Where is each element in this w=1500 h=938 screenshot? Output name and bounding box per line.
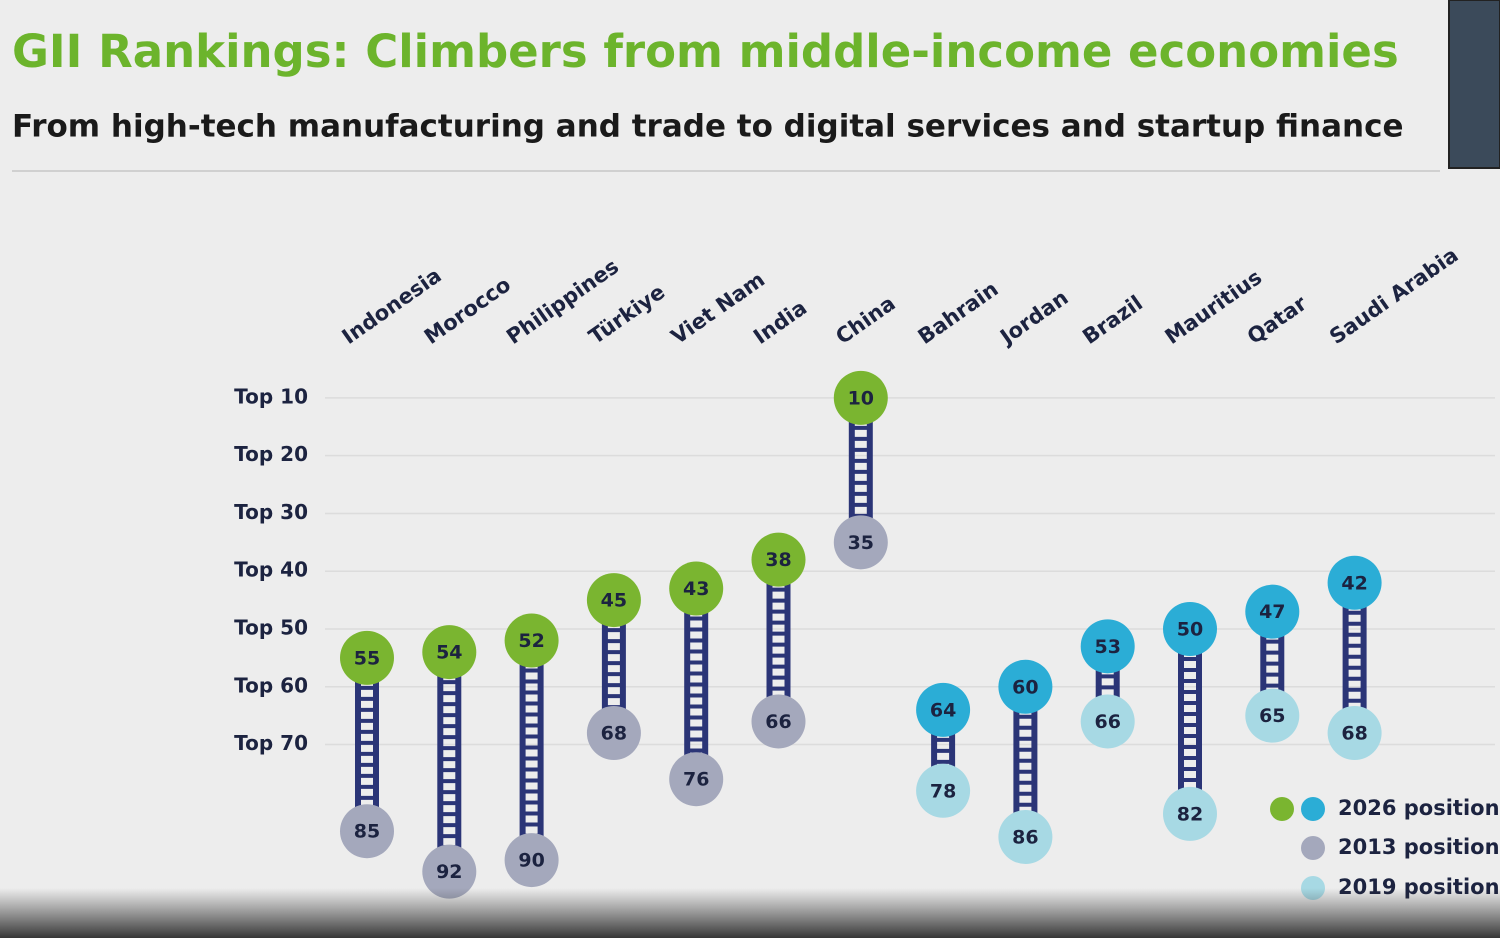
value-label: 66 <box>765 711 791 733</box>
value-label: 52 <box>518 630 544 652</box>
position-dot <box>1245 688 1300 743</box>
value-label: 78 <box>930 780 956 802</box>
value-label: 92 <box>436 861 462 883</box>
value-label: 47 <box>1259 601 1285 623</box>
y-tick-label: Top 50 <box>234 616 308 640</box>
y-tick-label: Top 20 <box>234 442 308 466</box>
y-tick-label: Top 40 <box>234 558 308 582</box>
position-dot <box>669 752 724 807</box>
value-label: 54 <box>436 642 462 664</box>
position-dot <box>586 573 641 628</box>
value-label: 45 <box>601 590 627 612</box>
value-label: 82 <box>1177 803 1203 825</box>
y-tick-label: Top 70 <box>234 731 308 755</box>
value-label: 53 <box>1094 636 1120 658</box>
position-dot <box>998 810 1053 864</box>
position-dot <box>586 706 641 760</box>
position-dot <box>340 630 394 685</box>
position-dot <box>1080 619 1135 674</box>
position-dot <box>1163 786 1217 841</box>
position-dot <box>833 370 888 425</box>
position-dot <box>422 844 477 899</box>
value-label: 68 <box>1341 723 1367 745</box>
ladder <box>1178 629 1202 815</box>
value-label: 90 <box>518 850 544 872</box>
value-label: 43 <box>683 578 709 600</box>
ladder <box>519 640 544 861</box>
legend-swatch <box>1301 836 1325 860</box>
value-label: 64 <box>930 699 956 721</box>
value-label: 76 <box>683 769 709 791</box>
value-label: 55 <box>354 647 380 669</box>
position-dot <box>669 561 724 616</box>
position-dot <box>751 694 806 749</box>
legend-swatch <box>1301 797 1325 821</box>
legend-label: 2026 position <box>1338 796 1500 820</box>
position-dot <box>998 659 1053 714</box>
y-tick-label: Top 60 <box>234 673 308 697</box>
bottom-shade <box>0 888 1500 938</box>
legend-label: 2013 position <box>1338 835 1500 859</box>
value-label: 38 <box>765 549 791 571</box>
position-dot <box>833 515 888 570</box>
value-label: 85 <box>354 821 380 843</box>
chart-title: GII Rankings: Climbers from middle-incom… <box>12 25 1399 78</box>
position-dot <box>1163 602 1217 656</box>
position-dot <box>751 532 806 587</box>
value-label: 68 <box>601 723 627 745</box>
ladder <box>684 588 709 780</box>
position-dot <box>1327 706 1382 760</box>
position-dot <box>1327 555 1382 610</box>
position-dot <box>422 625 477 680</box>
position-dot <box>340 804 394 859</box>
legend-swatch <box>1270 797 1294 821</box>
position-dot <box>504 833 559 888</box>
webcam-thumbnail <box>1448 0 1500 169</box>
position-dot <box>504 613 559 668</box>
chart-subtitle: From high-tech manufacturing and trade t… <box>12 109 1403 145</box>
value-label: 65 <box>1259 705 1285 727</box>
y-tick-label: Top 30 <box>234 500 308 524</box>
position-dot <box>916 682 971 737</box>
value-label: 35 <box>848 532 874 554</box>
value-label: 66 <box>1094 711 1120 733</box>
value-label: 42 <box>1341 572 1367 594</box>
position-dot <box>916 763 971 818</box>
position-dot <box>1080 694 1135 749</box>
value-label: 50 <box>1177 619 1203 641</box>
value-label: 60 <box>1012 676 1038 698</box>
position-dot <box>1245 584 1300 639</box>
value-label: 10 <box>848 387 874 409</box>
y-tick-label: Top 10 <box>234 384 308 408</box>
value-label: 86 <box>1012 827 1038 849</box>
